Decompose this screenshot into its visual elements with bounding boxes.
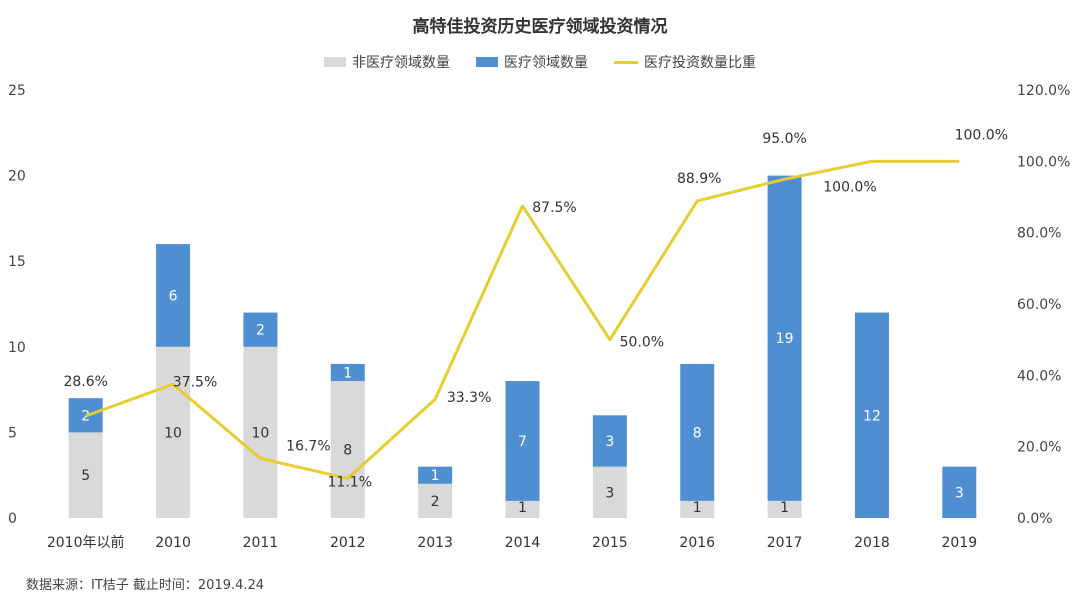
line-label: 100.0% bbox=[823, 179, 876, 195]
line-label: 28.6% bbox=[63, 374, 107, 390]
line-label: 100.0% bbox=[955, 127, 1008, 143]
y-right-tick-label: 20.0% bbox=[1017, 440, 1061, 456]
legend-item-ratio: 医疗投资数量比重 bbox=[614, 52, 756, 72]
bar-medical bbox=[854, 312, 889, 518]
x-tick-label: 2012 bbox=[330, 535, 366, 551]
bar-label-medical: 2 bbox=[256, 323, 265, 339]
line-label: 50.0% bbox=[620, 335, 664, 351]
legend-item-non-medical: 非医疗领域数量 bbox=[324, 52, 450, 72]
legend-item-medical: 医疗领域数量 bbox=[476, 52, 588, 72]
bar-non-medical bbox=[243, 346, 278, 518]
bar-label-non-medical: 1 bbox=[518, 500, 527, 516]
x-tick-label: 2015 bbox=[592, 535, 628, 551]
line-label: 33.3% bbox=[447, 390, 491, 406]
bar-label-non-medical: 5 bbox=[81, 468, 90, 484]
bar-label-medical: 1 bbox=[343, 365, 352, 381]
line-label: 95.0% bbox=[762, 131, 806, 147]
bar-non-medical bbox=[680, 500, 715, 518]
y-right-tick-label: 40.0% bbox=[1017, 368, 1061, 384]
x-tick-label: 2014 bbox=[505, 535, 541, 551]
bar-medical bbox=[243, 312, 278, 347]
bar-medical bbox=[592, 415, 627, 467]
y-left-tick-label: 10 bbox=[8, 340, 26, 356]
x-tick-label: 2019 bbox=[941, 535, 977, 551]
legend-swatch-non-medical bbox=[324, 57, 346, 67]
y-right-tick-label: 100.0% bbox=[1017, 154, 1070, 170]
bar-medical bbox=[156, 244, 191, 347]
y-left-tick-label: 20 bbox=[8, 169, 26, 185]
legend-label-non-medical: 非医疗领域数量 bbox=[352, 55, 450, 71]
y-right-tick-label: 0.0% bbox=[1017, 511, 1053, 527]
ratio-line bbox=[85, 159, 960, 480]
bar-non-medical bbox=[592, 466, 627, 518]
bar-label-medical: 19 bbox=[776, 331, 794, 347]
chart-title: 高特佳投资历史医疗领域投资情况 bbox=[412, 17, 668, 37]
legend-swatch-medical bbox=[476, 57, 498, 67]
bar-label-non-medical: 1 bbox=[693, 500, 702, 516]
bar-medical bbox=[942, 466, 977, 518]
y-left-tick-label: 25 bbox=[8, 83, 26, 99]
bar-non-medical bbox=[418, 483, 453, 518]
bar-label-non-medical: 8 bbox=[343, 443, 352, 459]
bar-label-medical: 12 bbox=[863, 408, 881, 424]
bar-label-non-medical: 3 bbox=[605, 485, 614, 501]
bar-medical bbox=[418, 466, 453, 484]
x-tick-label: 2010年以前 bbox=[47, 534, 125, 551]
bar-label-medical: 2 bbox=[81, 408, 90, 424]
bar-medical bbox=[767, 175, 802, 501]
bar-label-medical: 8 bbox=[693, 425, 702, 441]
y-left-tick-label: 5 bbox=[8, 425, 17, 441]
y-right-tick-label: 80.0% bbox=[1017, 226, 1061, 242]
legend-label-ratio: 医疗投资数量比重 bbox=[644, 55, 756, 71]
bar-label-non-medical: 2 bbox=[431, 494, 440, 510]
legend-swatch-ratio bbox=[614, 60, 638, 64]
x-tick-label: 2018 bbox=[854, 535, 890, 551]
x-tick-label: 2011 bbox=[243, 535, 279, 551]
x-tick-label: 2016 bbox=[679, 535, 715, 551]
legend-label-medical: 医疗领域数量 bbox=[504, 55, 588, 71]
bar-medical bbox=[505, 381, 540, 501]
x-tick-label: 2013 bbox=[417, 535, 453, 551]
bar-label-medical: 3 bbox=[955, 485, 964, 501]
bar-medical bbox=[330, 363, 365, 382]
line-label: 16.7% bbox=[286, 438, 330, 454]
chart-legend: 非医疗领域数量 医疗领域数量 医疗投资数量比重 bbox=[0, 52, 1080, 72]
bar-label-non-medical: 10 bbox=[164, 425, 182, 441]
line-label: 11.1% bbox=[328, 474, 372, 490]
bar-label-non-medical: 1 bbox=[780, 500, 789, 516]
y-right-tick-label: 60.0% bbox=[1017, 297, 1061, 313]
line-label: 87.5% bbox=[532, 200, 576, 216]
source-note: 数据来源：IT桔子 截止时间：2019.4.24 bbox=[26, 578, 265, 593]
bar-label-medical: 3 bbox=[605, 434, 614, 450]
bar-non-medical bbox=[330, 381, 365, 518]
bar-label-medical: 7 bbox=[518, 434, 527, 450]
x-tick-label: 2010 bbox=[155, 535, 191, 551]
y-right-tick-label: 120.0% bbox=[1017, 83, 1070, 99]
bar-label-non-medical: 10 bbox=[251, 425, 269, 441]
bar-medical bbox=[680, 363, 715, 501]
bar-non-medical bbox=[68, 432, 103, 518]
bar-non-medical bbox=[156, 346, 191, 518]
x-tick-label: 2017 bbox=[767, 535, 803, 551]
line-label: 88.9% bbox=[677, 171, 721, 187]
y-left-tick-label: 0 bbox=[8, 511, 17, 527]
bar-non-medical bbox=[505, 500, 540, 518]
bar-label-medical: 6 bbox=[169, 288, 178, 304]
bar-non-medical bbox=[767, 500, 802, 518]
y-left-tick-label: 15 bbox=[8, 254, 26, 270]
line-label: 37.5% bbox=[173, 374, 217, 390]
bar-label-medical: 1 bbox=[431, 468, 440, 484]
